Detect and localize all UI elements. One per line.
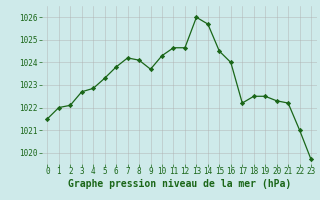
X-axis label: Graphe pression niveau de la mer (hPa): Graphe pression niveau de la mer (hPa) [68,179,291,189]
